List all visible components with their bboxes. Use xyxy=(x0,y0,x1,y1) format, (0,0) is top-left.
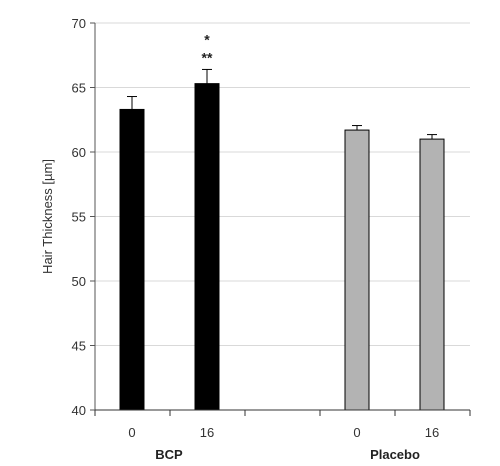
bar-placebo-16 xyxy=(419,138,445,411)
y-tick-label: 50 xyxy=(72,274,86,289)
bars xyxy=(119,83,445,411)
significance-marker: ** xyxy=(202,49,213,65)
y-tick-label: 65 xyxy=(72,81,86,96)
x-tick-label: 0 xyxy=(128,425,135,440)
bar-bcp-0 xyxy=(119,108,145,411)
bar-placebo-0 xyxy=(344,129,370,411)
grid-lines xyxy=(95,22,470,346)
y-tick-label: 55 xyxy=(72,210,86,225)
y-tick-label: 60 xyxy=(72,145,86,160)
group-label-bcp: BCP xyxy=(155,447,183,462)
x-tick-labels: 0 16 0 16 xyxy=(94,410,471,440)
y-axis-title: Hair Thickness [µm] xyxy=(40,159,55,274)
y-tick-label: 45 xyxy=(72,339,86,354)
group-label-placebo: Placebo xyxy=(370,447,420,462)
y-tick-label: 70 xyxy=(72,16,86,31)
y-tick-label: 40 xyxy=(72,403,86,418)
significance-annotations: *** xyxy=(202,31,213,65)
x-tick-label: 0 xyxy=(353,425,360,440)
group-labels: BCP Placebo xyxy=(155,447,420,462)
x-tick-label: 16 xyxy=(425,425,439,440)
error-bars xyxy=(127,68,437,140)
significance-marker: * xyxy=(204,31,210,47)
x-tick-label: 16 xyxy=(200,425,214,440)
y-tick-labels: 40 45 50 55 60 65 70 xyxy=(72,16,95,418)
bar-bcp-16 xyxy=(194,83,220,411)
